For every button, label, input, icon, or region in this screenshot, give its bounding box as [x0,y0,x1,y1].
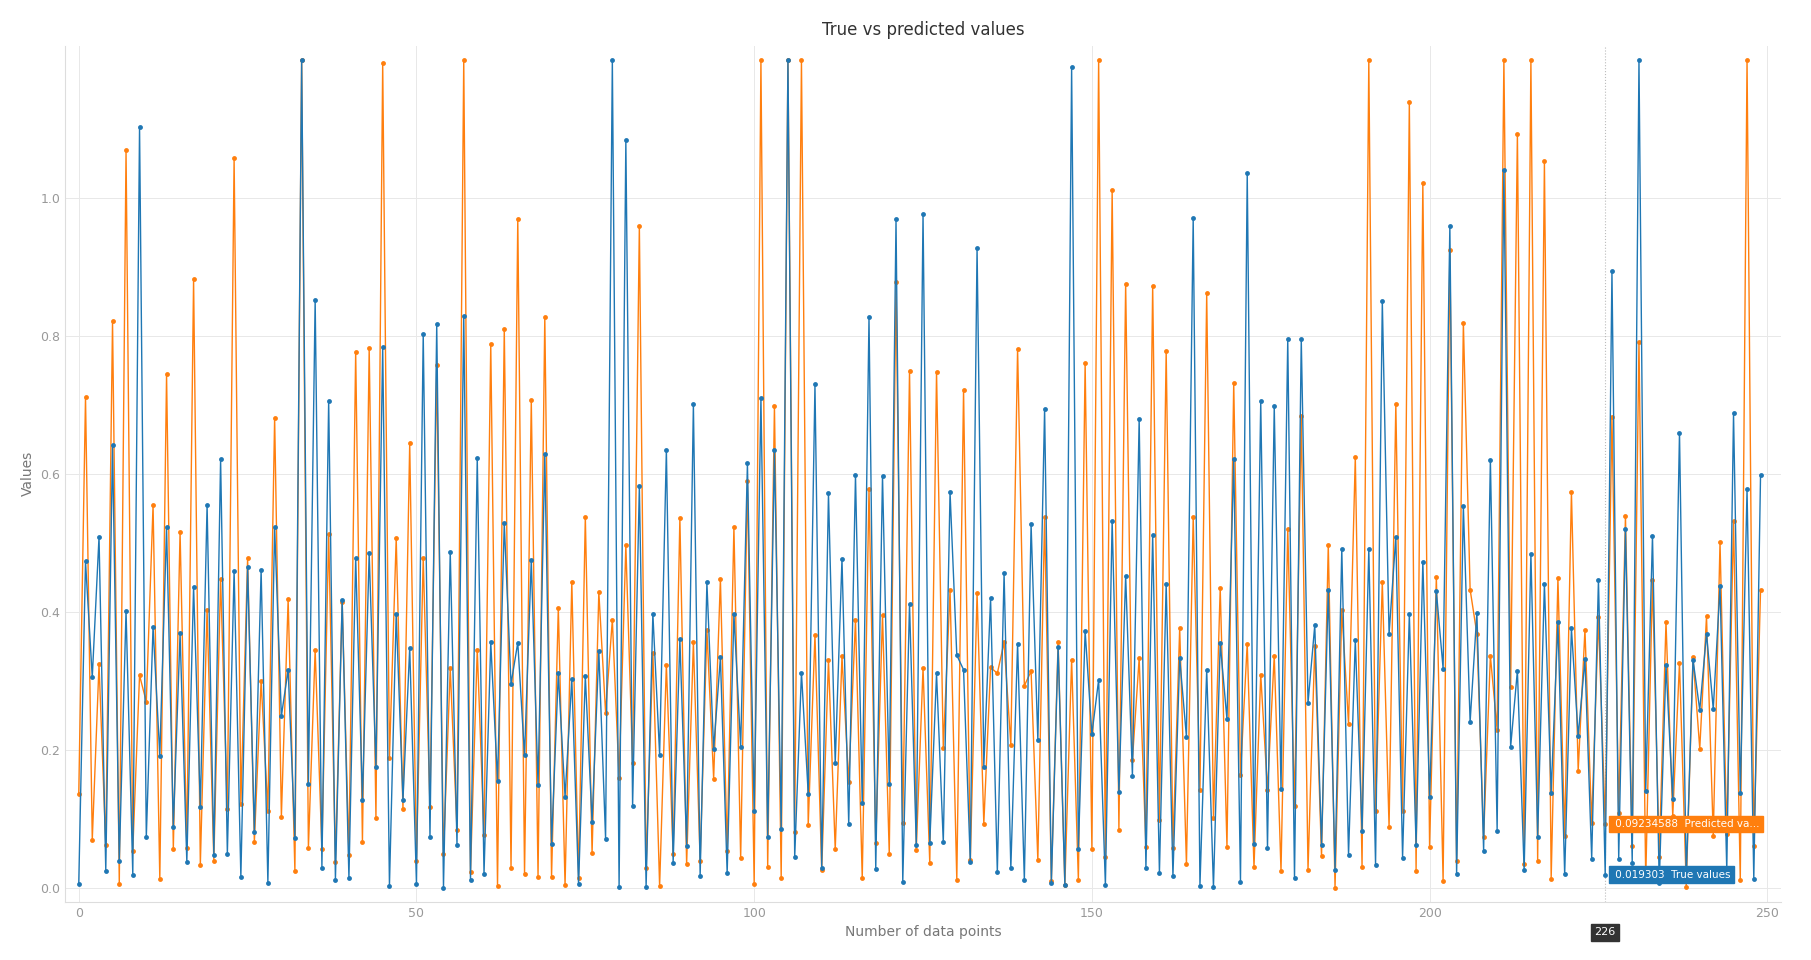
Text: 226: 226 [1594,927,1615,937]
Predicted values [1237,637,1259,649]
True values [433,882,455,894]
True values [1749,469,1771,481]
Line: True values: True values [76,58,1762,890]
Predicted values [1695,611,1717,622]
Predicted values [351,836,373,848]
True values [292,54,313,65]
True values [351,794,373,805]
Predicted values [292,54,313,65]
Text: 0.019303  True values: 0.019303 True values [1612,870,1731,879]
True values [757,831,779,843]
Predicted values [1749,585,1771,596]
True values [777,54,799,65]
Y-axis label: Values: Values [22,451,34,496]
Predicted values [770,873,791,884]
Predicted values [750,54,771,65]
True values [67,877,89,889]
Predicted values [1047,636,1068,648]
Text: 0.09234588  Predicted va...: 0.09234588 Predicted va... [1612,819,1760,829]
Title: True vs predicted values: True vs predicted values [822,21,1025,38]
Line: Predicted values: Predicted values [76,58,1762,890]
Predicted values [1324,882,1346,894]
Predicted values [67,788,89,800]
True values [1242,838,1264,850]
X-axis label: Number of data points: Number of data points [844,925,1001,939]
True values [1054,879,1076,891]
True values [1695,628,1717,639]
